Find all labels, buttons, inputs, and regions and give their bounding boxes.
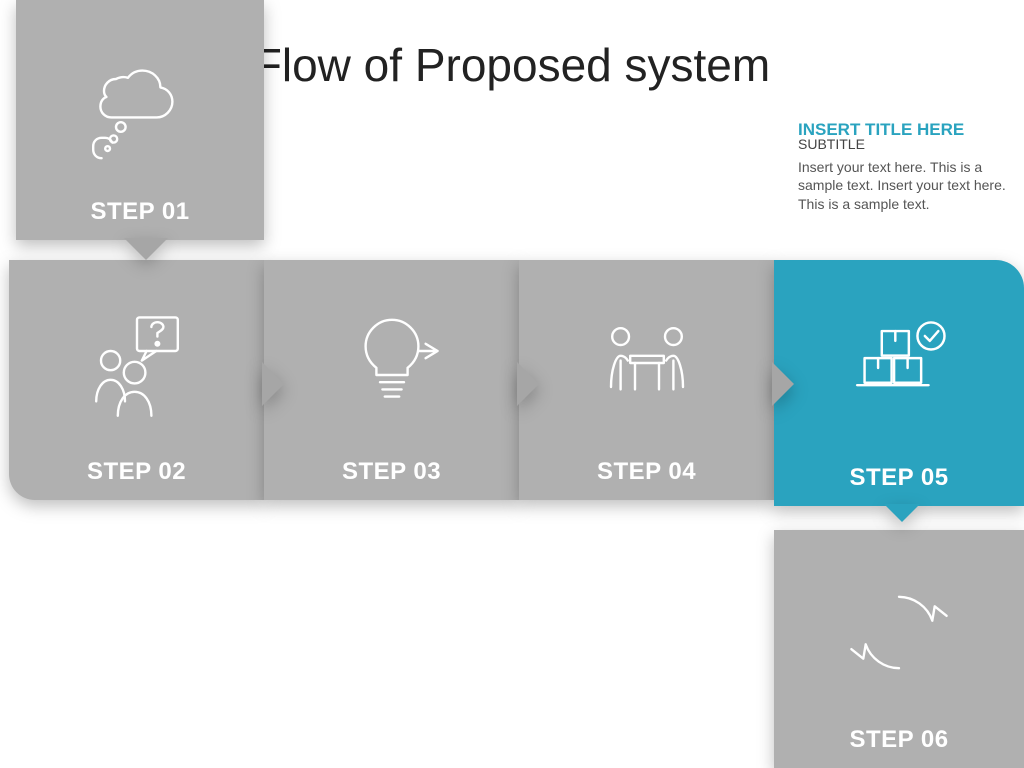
step02: STEP 02 bbox=[9, 260, 264, 500]
arrow-step02 bbox=[262, 362, 284, 406]
thought-cloud-icon bbox=[80, 43, 200, 168]
step04-label: STEP 04 bbox=[597, 458, 696, 486]
boxes-check-icon bbox=[838, 304, 961, 432]
step05: STEP 05 bbox=[774, 260, 1024, 506]
step06-label: STEP 06 bbox=[849, 726, 948, 754]
callout-body: Insert your text here. This is a sample … bbox=[798, 158, 1008, 215]
step01-label: STEP 01 bbox=[90, 198, 189, 226]
question-people-icon bbox=[77, 303, 197, 428]
step06: STEP 06 bbox=[774, 530, 1024, 768]
meeting-people-icon bbox=[587, 303, 707, 428]
step01: STEP 01 bbox=[16, 0, 264, 240]
step04: STEP 04 bbox=[519, 260, 774, 500]
arrow-step01 bbox=[124, 238, 168, 260]
step05-label: STEP 05 bbox=[849, 464, 948, 492]
cycle-arrows-icon bbox=[840, 573, 959, 697]
arrow-step03 bbox=[517, 362, 539, 406]
slide: { "title": "Flow of Proposed system", "t… bbox=[0, 0, 1024, 768]
step03-label: STEP 03 bbox=[342, 458, 441, 486]
arrow-step04 bbox=[772, 362, 794, 406]
step02-label: STEP 02 bbox=[87, 458, 186, 486]
arrow-step05 bbox=[884, 504, 920, 522]
step03: STEP 03 bbox=[264, 260, 519, 500]
lightbulb-hand-icon bbox=[332, 303, 452, 428]
callout: INSERT TITLE HERE SUBTITLE Insert your t… bbox=[798, 120, 1008, 214]
